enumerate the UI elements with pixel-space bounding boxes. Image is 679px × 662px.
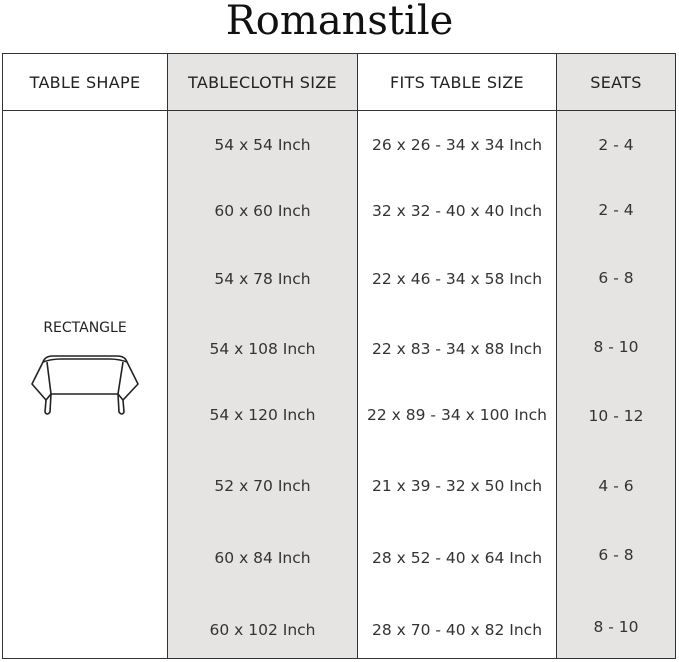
seats-cell: 8 - 10 <box>593 338 639 356</box>
fits-size-cell: 28 x 70 - 40 x 82 Inch <box>371 621 543 639</box>
tablecloth-size-cell: 60 x 84 Inch <box>214 549 311 567</box>
column-tablecloth-size: TABLECLOTH SIZE 54 x 54 Inch 60 x 60 Inc… <box>168 54 358 658</box>
column-fits-table-size: FITS TABLE SIZE 26 x 26 - 34 x 34 Inch 3… <box>358 54 557 658</box>
fits-size-cell: 22 x 46 - 34 x 58 Inch <box>371 270 543 288</box>
tablecloth-size-cell: 54 x 78 Inch <box>214 270 311 288</box>
header-fits-table-size: FITS TABLE SIZE <box>390 72 524 92</box>
header-divider <box>3 110 675 111</box>
fits-size-cell: 26 x 26 - 34 x 34 Inch <box>371 136 543 154</box>
tablecloth-size-cell: 54 x 108 Inch <box>209 340 316 358</box>
header-tablecloth-size: TABLECLOTH SIZE <box>188 72 337 92</box>
seats-cell: 2 - 4 <box>598 136 634 154</box>
column-table-shape: TABLE SHAPE RECTANGLE <box>3 54 168 658</box>
column-seats: SEATS 2 - 4 2 - 4 6 - 8 8 - 10 10 - 12 4… <box>557 54 675 658</box>
tablecloth-size-cell: 54 x 120 Inch <box>209 406 316 424</box>
size-chart-table: TABLE SHAPE RECTANGLE TABLECLOTH SIZE 54… <box>2 53 676 659</box>
header-seats: SEATS <box>590 72 642 92</box>
brand-logo: Romanstile <box>225 0 454 44</box>
fits-size-cell: 21 x 39 - 32 x 50 Inch <box>371 477 543 495</box>
fits-size-cell: 22 x 89 - 34 x 100 Inch <box>367 406 547 424</box>
fits-size-cell: 22 x 83 - 34 x 88 Inch <box>371 340 543 358</box>
seats-cell: 6 - 8 <box>598 546 634 564</box>
fits-size-cell: 32 x 32 - 40 x 40 Inch <box>371 202 543 220</box>
seats-cell: 4 - 6 <box>598 477 634 495</box>
seats-cell: 6 - 8 <box>598 269 634 287</box>
tablecloth-size-cell: 60 x 102 Inch <box>209 621 316 639</box>
rectangle-table-icon <box>31 355 139 415</box>
seats-cell: 8 - 10 <box>593 618 639 636</box>
tablecloth-size-cell: 60 x 60 Inch <box>214 202 311 220</box>
shape-label: RECTANGLE <box>43 320 127 336</box>
fits-size-cell: 28 x 52 - 40 x 64 Inch <box>371 549 543 567</box>
header-table-shape: TABLE SHAPE <box>29 72 141 92</box>
tablecloth-size-cell: 54 x 54 Inch <box>214 136 311 154</box>
seats-cell: 10 - 12 <box>588 407 644 425</box>
tablecloth-size-cell: 52 x 70 Inch <box>214 477 311 495</box>
seats-cell: 2 - 4 <box>598 201 634 219</box>
